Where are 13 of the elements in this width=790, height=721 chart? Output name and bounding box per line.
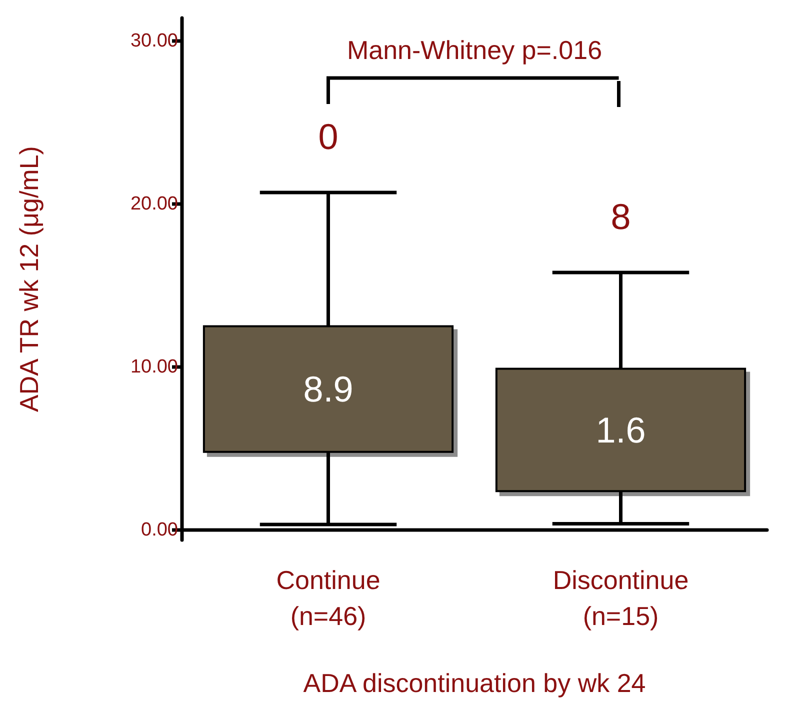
x-tick-label: Discontinue (n=15)	[552, 565, 689, 631]
y-tick-label: 0.00	[141, 520, 178, 541]
y-axis-title: ADA TR wk 12 (μg/mL)	[14, 146, 44, 412]
annotation: 0	[318, 116, 338, 158]
x-axis-title: ADA discontinuation by wk 24	[303, 668, 646, 698]
annotation: 8	[610, 196, 631, 237]
annotation: 1.6	[596, 409, 646, 450]
y-tick-label: 20.00	[130, 193, 178, 214]
y-tick-label: 10.00	[130, 356, 178, 378]
annotation: 8.9	[303, 368, 354, 410]
y-tick-label: 30.00	[130, 30, 178, 52]
x-tick-label: Continue (n=46)	[276, 565, 380, 631]
annotation: Mann-Whitney p=.016	[346, 35, 602, 65]
